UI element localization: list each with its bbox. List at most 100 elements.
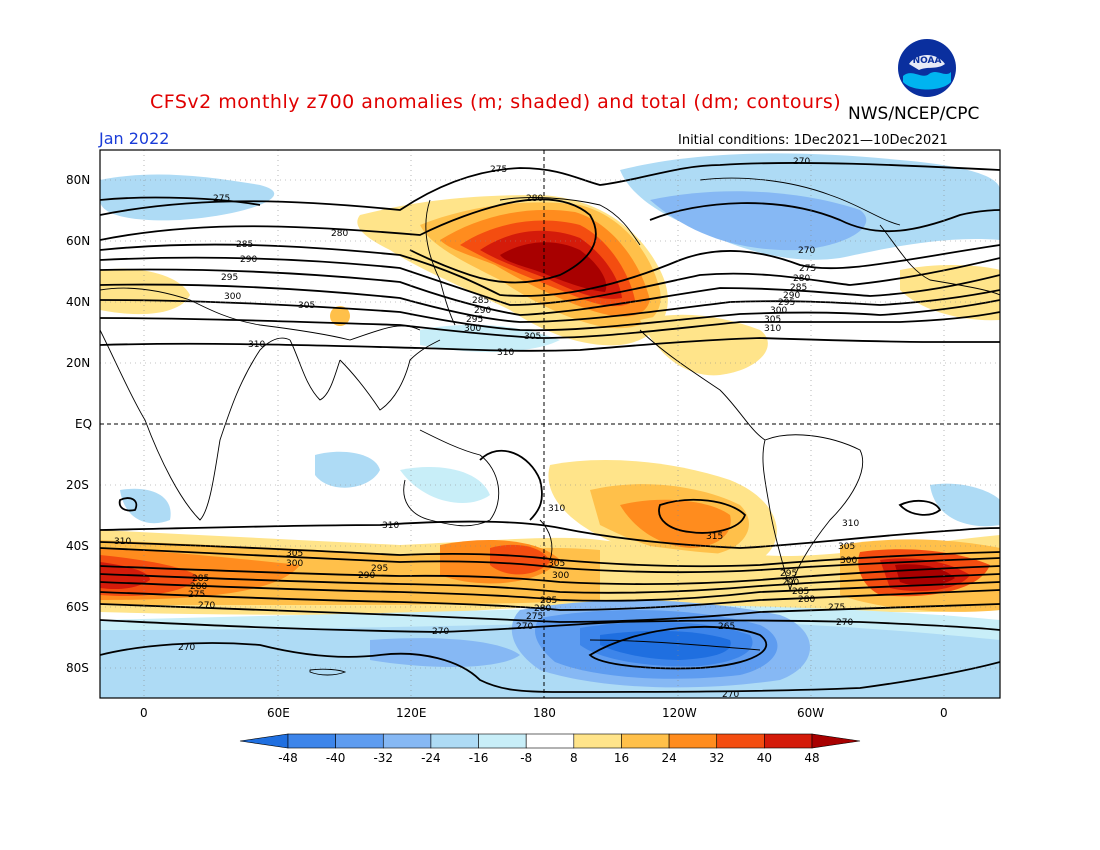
contour-label: 270 (178, 643, 195, 653)
lon-label: 60W (797, 706, 825, 720)
lat-label: EQ (75, 417, 93, 431)
lat-label: 80N (66, 173, 91, 187)
colorbar: -48 -40 -32 -24 -16 -8 8 16 24 32 40 48 (239, 733, 861, 765)
lat-label: 60N (66, 234, 91, 248)
colorbar-box (668, 733, 718, 749)
colorbar-tick-label: 40 (757, 751, 772, 765)
contour-label: 290 (240, 255, 257, 265)
contour-label: 280 (331, 229, 348, 239)
contour-label: 300 (286, 559, 303, 569)
colorbar-box (621, 733, 670, 749)
contour-label: 280 (526, 194, 543, 204)
contour-label: 270 (516, 622, 533, 632)
gridlines (100, 150, 1000, 698)
contour-label: 295 (466, 315, 483, 325)
colorbar-arrow-high (811, 733, 861, 749)
contour-label: 305 (298, 301, 315, 311)
contour-label: 285 (792, 587, 809, 597)
svg-text:NOAA: NOAA (913, 56, 942, 66)
contour-label: 280 (534, 604, 551, 614)
contour-label: 295 (371, 564, 388, 574)
colorbar-box (430, 733, 479, 749)
contour-label: 275 (828, 603, 845, 613)
colorbar-tick-label: -32 (373, 751, 393, 765)
contour-label: 270 (798, 246, 815, 256)
contour-label: 310 (548, 504, 565, 514)
chart-title: CFSv2 monthly z700 anomalies (m; shaded)… (150, 91, 842, 113)
contour-label: 275 (213, 194, 230, 204)
contour-label: 305 (286, 549, 303, 559)
lon-label: 120W (662, 706, 697, 720)
colorbar-box (573, 733, 622, 749)
colorbar-tick-label: 24 (661, 751, 676, 765)
contour-label: 280 (793, 274, 810, 284)
colorbar-tick-label: -16 (469, 751, 489, 765)
contour-label: 265 (718, 622, 735, 632)
colorbar-tick-label: 32 (709, 751, 724, 765)
contour-label: 270 (432, 627, 449, 637)
contour-label: 290 (783, 291, 800, 301)
height-contours (100, 162, 1000, 693)
forecast-month: Jan 2022 (99, 129, 170, 148)
colorbar-tick-label: -48 (278, 751, 298, 765)
contour-label: 310 (382, 521, 399, 531)
agency-label: NWS/NCEP/CPC (848, 104, 980, 124)
contour-label: 300 (552, 571, 569, 581)
contour-label: 295 (780, 569, 797, 579)
lon-label: 0 (140, 706, 148, 720)
colorbar-tick-label: 8 (570, 751, 578, 765)
contour-label: 315 (706, 532, 723, 542)
colorbar-box (335, 733, 384, 749)
contour-label: 270 (722, 690, 739, 700)
colorbar-box (478, 733, 527, 749)
colorbar-box (287, 733, 336, 749)
contour-label: 295 (221, 273, 238, 283)
colorbar-tick-label: 16 (614, 751, 629, 765)
noaa-logo: NOAA (897, 38, 957, 98)
contour-label: 310 (114, 537, 131, 547)
contour-label: 305 (838, 542, 855, 552)
plot-frame (99, 149, 1001, 699)
contour-label: 305 (524, 332, 541, 342)
contour-label: 275 (490, 165, 507, 175)
lat-label: 80S (66, 661, 89, 675)
contour-label: 310 (842, 519, 859, 529)
colorbar-box (382, 733, 432, 749)
colorbar-box (716, 733, 765, 749)
lat-label: 40S (66, 539, 89, 553)
colorbar-tick-label: -24 (421, 751, 441, 765)
colorbar-box (525, 733, 575, 749)
contour-label: 280 (798, 595, 815, 605)
contour-label: 285 (540, 596, 557, 606)
lon-label: 180 (533, 706, 556, 720)
contour-label: 280 (190, 582, 207, 592)
contour-label: 295 (778, 298, 795, 308)
contour-label: 305 (764, 315, 781, 325)
contour-label: 275 (188, 590, 205, 600)
initial-conditions: Initial conditions: 1Dec2021—10Dec2021 (678, 133, 948, 148)
contour-label: 285 (192, 574, 209, 584)
contour-label: 290 (474, 306, 491, 316)
contour-label: 300 (224, 292, 241, 302)
lat-label: 60S (66, 600, 89, 614)
lon-label: 0 (940, 706, 948, 720)
colorbar-tick-label: 48 (804, 751, 819, 765)
lat-label: 40N (66, 295, 91, 309)
colorbar-box (764, 733, 813, 749)
lat-label: 20S (66, 478, 89, 492)
lat-label: 20N (66, 356, 91, 370)
contour-label: 290 (358, 571, 375, 581)
reference-lines (100, 150, 1000, 698)
contour-label: 285 (790, 283, 807, 293)
contour-label: 305 (548, 559, 565, 569)
contour-label: 275 (799, 264, 816, 274)
contour-label: 270 (836, 618, 853, 628)
colorbar-tick-label: -8 (520, 751, 532, 765)
contour-label: 285 (472, 296, 489, 306)
lon-label: 60E (267, 706, 290, 720)
contour-label: 310 (248, 340, 265, 350)
contour-labels: 275 270 275 280 280 285 290 295 300 305 … (114, 157, 859, 700)
contour-label: 290 (782, 578, 799, 588)
anomaly-shading (100, 153, 1000, 698)
contour-label: 285 (236, 240, 253, 250)
